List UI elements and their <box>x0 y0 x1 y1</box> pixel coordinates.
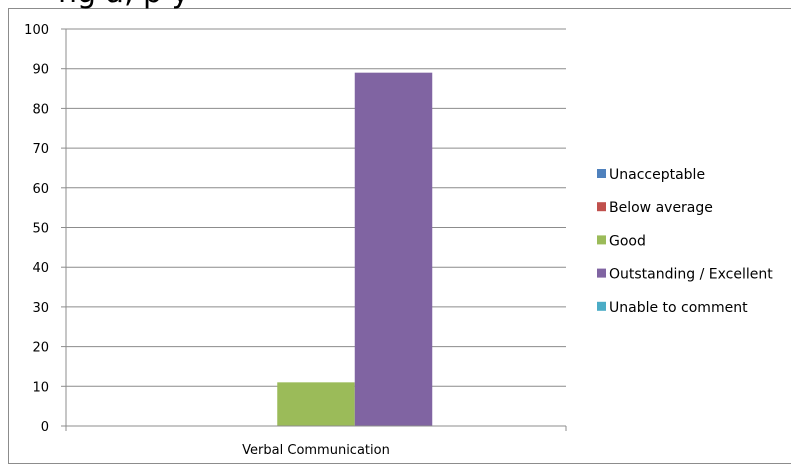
legend-label: Below average <box>609 200 713 216</box>
y-tick-label: 70 <box>32 142 49 157</box>
legend-swatch <box>597 268 606 278</box>
legend-label: Unacceptable <box>609 167 705 183</box>
y-tick-label: 30 <box>32 301 49 316</box>
bar-good <box>277 382 355 426</box>
y-tick-label: 0 <box>41 420 49 435</box>
y-tick-label: 40 <box>32 261 49 276</box>
y-tick-label: 100 <box>24 23 49 38</box>
y-tick-label: 20 <box>32 341 49 356</box>
y-tick-label: 10 <box>32 380 49 395</box>
legend-swatch <box>597 301 606 311</box>
chart-title-fragment: ng a, p y <box>58 0 189 8</box>
y-tick-label: 50 <box>32 222 49 237</box>
gridlines <box>66 28 566 387</box>
legend-swatch <box>597 235 606 245</box>
legend: Unacceptable Below average Good Outstanding… <box>597 167 773 316</box>
legend-label: Good <box>609 233 646 249</box>
legend-swatch <box>597 202 606 212</box>
bar-outstanding-excellent <box>354 72 433 427</box>
legend-label: Outstanding / Excellent <box>609 267 773 283</box>
x-category-label: Verbal Communication <box>242 443 390 458</box>
y-tick-label: 90 <box>32 63 49 78</box>
y-tick-label: 80 <box>32 102 49 117</box>
legend-label: Unable to comment <box>609 300 748 316</box>
bars <box>277 72 433 427</box>
legend-swatch <box>597 169 606 178</box>
axes: 0 10 20 30 40 50 60 70 80 90 100 Verbal Communicati… <box>24 23 567 458</box>
y-tick-label: 60 <box>32 182 49 197</box>
